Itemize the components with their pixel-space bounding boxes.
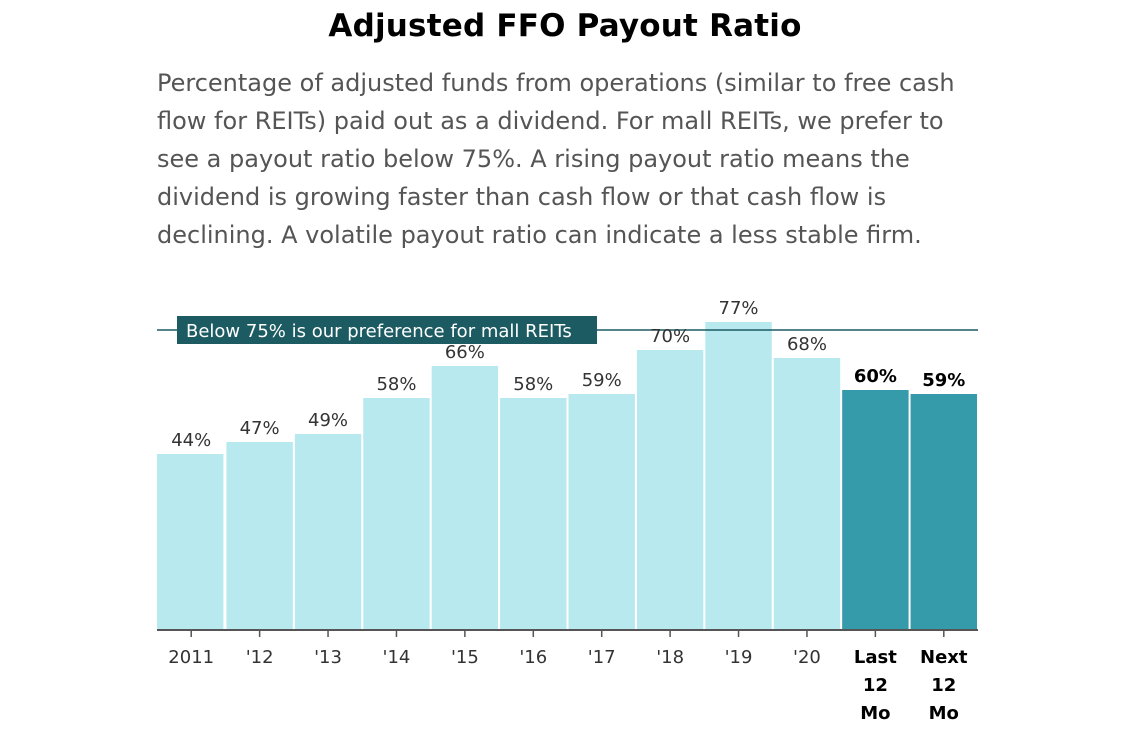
chart-description: Percentage of adjusted funds from operat… [157, 69, 955, 249]
bar-value-label: 68% [787, 334, 827, 355]
bar-value-label: 60% [854, 366, 897, 387]
bar [226, 442, 293, 630]
bar-value-label: 49% [308, 410, 348, 431]
chart-title: Adjusted FFO Payout Ratio [328, 8, 802, 44]
x-tick-label: 2011 [168, 647, 214, 668]
bar [363, 398, 430, 630]
x-tick-label: '17 [588, 647, 616, 668]
x-tick-label: '16 [519, 647, 547, 668]
bar [294, 434, 362, 630]
bar [636, 350, 704, 630]
bar [431, 366, 499, 630]
bar [705, 322, 772, 630]
bar [568, 394, 635, 630]
x-tick-label: Last 12 Mo [854, 647, 897, 724]
bar-value-label: 58% [513, 374, 553, 395]
bar-value-label: 59% [582, 370, 622, 391]
x-tick-label: '15 [451, 647, 479, 668]
bar [157, 454, 224, 630]
x-tick-label: '19 [725, 647, 753, 668]
bar-value-label: 70% [650, 326, 690, 347]
x-tick-label: '14 [383, 647, 411, 668]
x-tick-label: Next 12 Mo [920, 647, 968, 724]
bar-value-label: 66% [445, 342, 485, 363]
bar-value-label: 44% [171, 430, 211, 451]
reference-label-box [177, 316, 597, 344]
bar-value-label: 77% [719, 298, 759, 319]
bar [773, 358, 841, 630]
x-tick-label: '18 [656, 647, 684, 668]
bar-value-label: 47% [240, 418, 280, 439]
x-tick-label: '13 [314, 647, 342, 668]
x-tick-label: '12 [246, 647, 274, 668]
bar [842, 390, 909, 630]
reference-line-label: Below 75% is our preference for mall REI… [186, 321, 572, 342]
bar [910, 394, 977, 630]
bar-value-label: 59% [922, 370, 965, 391]
bar-value-label: 58% [376, 374, 416, 395]
x-tick-label: '20 [793, 647, 821, 668]
bar [500, 398, 567, 630]
